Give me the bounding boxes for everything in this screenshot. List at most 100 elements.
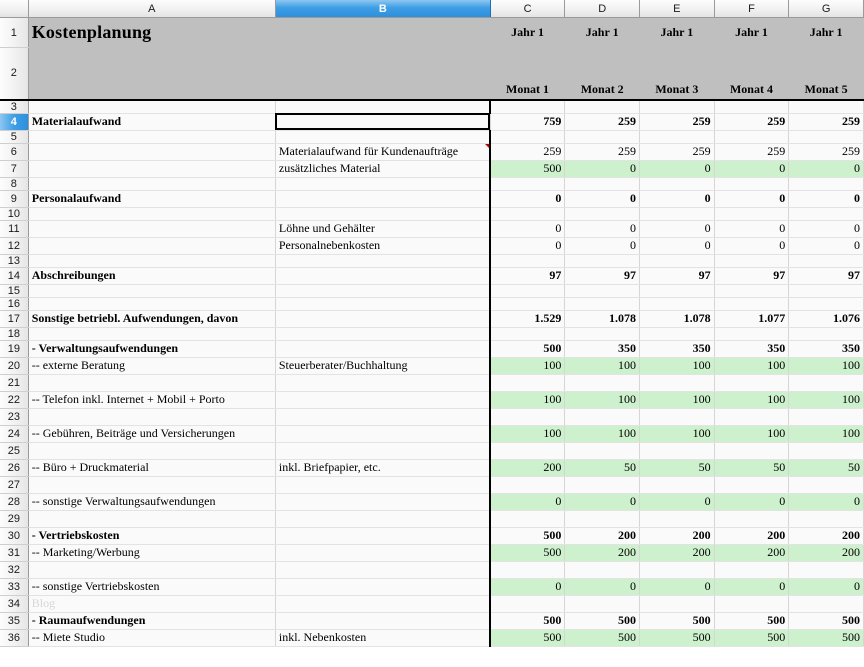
cell-C12[interactable]: 0 bbox=[490, 237, 566, 255]
cell-E3[interactable] bbox=[639, 99, 715, 114]
cell-D15[interactable] bbox=[564, 284, 641, 298]
cell-E31[interactable]: 200 bbox=[639, 544, 715, 562]
cell-B20[interactable]: Steuerberater/Buchhaltung bbox=[275, 357, 492, 375]
cell-A14-label[interactable]: Abschreibungen bbox=[28, 267, 276, 285]
cell-D28[interactable]: 0 bbox=[564, 493, 641, 511]
cell-D30[interactable]: 200 bbox=[564, 527, 641, 545]
cell-G23[interactable] bbox=[788, 408, 864, 426]
cell-A15[interactable] bbox=[28, 284, 276, 298]
cell-E5[interactable] bbox=[639, 130, 715, 144]
cell-C26[interactable]: 200 bbox=[490, 459, 566, 477]
cell-A32[interactable] bbox=[28, 561, 276, 579]
cell-F3[interactable] bbox=[714, 99, 790, 114]
cell-D18[interactable] bbox=[564, 327, 641, 341]
cell-E33[interactable]: 0 bbox=[639, 578, 715, 596]
cell-E29[interactable] bbox=[639, 510, 715, 528]
cell-B26[interactable]: inkl. Briefpapier, etc. bbox=[275, 459, 492, 477]
cell-B13[interactable] bbox=[275, 254, 492, 268]
row-header-24[interactable]: 24 bbox=[0, 425, 29, 443]
column-header-a[interactable]: A bbox=[28, 0, 276, 18]
cell-E32[interactable] bbox=[639, 561, 715, 579]
cell-D4[interactable]: 259 bbox=[564, 113, 641, 131]
cell-C13[interactable] bbox=[490, 254, 566, 268]
cell-B9[interactable] bbox=[275, 190, 492, 208]
cell-D8[interactable] bbox=[564, 177, 641, 191]
cell-C4[interactable]: 759 bbox=[490, 113, 566, 131]
cell-E28[interactable]: 0 bbox=[639, 493, 715, 511]
cell-B21[interactable] bbox=[275, 374, 492, 392]
cell-B34[interactable] bbox=[275, 595, 492, 613]
cell-D24[interactable]: 100 bbox=[564, 425, 641, 443]
spreadsheet-grid[interactable]: A B C D E F G 1 Kostenplanung Jahr 1 Jah… bbox=[0, 0, 864, 647]
column-header-c[interactable]: C bbox=[490, 0, 566, 18]
cell-C24[interactable]: 100 bbox=[490, 425, 566, 443]
cell-C9[interactable]: 0 bbox=[490, 190, 566, 208]
cell-B25[interactable] bbox=[275, 442, 492, 460]
cell-A28[interactable]: -- sonstige Verwaltungsaufwendungen bbox=[28, 493, 276, 511]
cell-D31[interactable]: 200 bbox=[564, 544, 641, 562]
cell-E21[interactable] bbox=[639, 374, 715, 392]
cell-G29[interactable] bbox=[788, 510, 864, 528]
cell-D32[interactable] bbox=[564, 561, 641, 579]
cell-B16[interactable] bbox=[275, 297, 492, 311]
cell-F16[interactable] bbox=[714, 297, 790, 311]
cell-D9[interactable]: 0 bbox=[564, 190, 641, 208]
cell-A18[interactable] bbox=[28, 327, 276, 341]
cell-F2-month[interactable]: Monat 4 bbox=[714, 47, 790, 101]
cell-B12[interactable]: Personalnebenkosten bbox=[275, 237, 492, 255]
cell-A29[interactable] bbox=[28, 510, 276, 528]
cell-D26[interactable]: 50 bbox=[564, 459, 641, 477]
cell-G34[interactable] bbox=[788, 595, 864, 613]
cell-E20[interactable]: 100 bbox=[639, 357, 715, 375]
cell-B19[interactable] bbox=[275, 340, 492, 358]
row-header-4[interactable]: 4 bbox=[0, 113, 29, 131]
cell-F1-year[interactable]: Jahr 1 bbox=[714, 17, 790, 48]
cell-G27[interactable] bbox=[788, 476, 864, 494]
cell-A12[interactable] bbox=[28, 237, 276, 255]
cell-B32[interactable] bbox=[275, 561, 492, 579]
cell-F32[interactable] bbox=[714, 561, 790, 579]
cell-C33[interactable]: 0 bbox=[490, 578, 566, 596]
cell-A4-label[interactable]: Materialaufwand bbox=[28, 113, 276, 131]
cell-B27[interactable] bbox=[275, 476, 492, 494]
cell-B6-with-comment[interactable]: Materialaufwand für Kundenaufträge bbox=[275, 143, 492, 161]
cell-B7[interactable]: zusätzliches Material bbox=[275, 160, 492, 178]
cell-B29[interactable] bbox=[275, 510, 492, 528]
cell-G21[interactable] bbox=[788, 374, 864, 392]
cell-G35[interactable]: 500 bbox=[788, 612, 864, 630]
cell-A22[interactable]: -- Telefon inkl. Internet + Mobil + Port… bbox=[28, 391, 276, 409]
cell-B2[interactable] bbox=[275, 47, 491, 101]
cell-D23[interactable] bbox=[564, 408, 641, 426]
row-header-26[interactable]: 26 bbox=[0, 459, 29, 477]
cell-G4[interactable]: 259 bbox=[788, 113, 864, 131]
cell-B8[interactable] bbox=[275, 177, 492, 191]
cell-C32[interactable] bbox=[490, 561, 566, 579]
row-header-6[interactable]: 6 bbox=[0, 143, 29, 161]
cell-E10[interactable] bbox=[639, 207, 715, 221]
cell-B17[interactable] bbox=[275, 310, 492, 328]
row-header-9[interactable]: 9 bbox=[0, 190, 29, 208]
row-header-14[interactable]: 14 bbox=[0, 267, 29, 285]
row-header-13[interactable]: 13 bbox=[0, 254, 29, 268]
cell-F4[interactable]: 259 bbox=[714, 113, 790, 131]
cell-G24[interactable]: 100 bbox=[788, 425, 864, 443]
cell-D36[interactable]: 500 bbox=[564, 629, 641, 647]
row-header-19[interactable]: 19 bbox=[0, 340, 29, 358]
cell-A2[interactable] bbox=[28, 47, 276, 101]
cell-D1-year[interactable]: Jahr 1 bbox=[564, 17, 641, 48]
row-header-10[interactable]: 10 bbox=[0, 207, 29, 221]
cell-B3[interactable] bbox=[275, 99, 492, 114]
cell-C8[interactable] bbox=[490, 177, 566, 191]
cell-F12[interactable]: 0 bbox=[714, 237, 790, 255]
cell-B31[interactable] bbox=[275, 544, 492, 562]
row-header-15[interactable]: 15 bbox=[0, 284, 29, 298]
cell-E26[interactable]: 50 bbox=[639, 459, 715, 477]
cell-C11[interactable]: 0 bbox=[490, 220, 566, 238]
cell-C16[interactable] bbox=[490, 297, 566, 311]
cell-G17[interactable]: 1.076 bbox=[788, 310, 864, 328]
cell-E27[interactable] bbox=[639, 476, 715, 494]
cell-C2-month[interactable]: Monat 1 bbox=[490, 47, 566, 101]
cell-F7[interactable]: 0 bbox=[714, 160, 790, 178]
row-header-33[interactable]: 33 bbox=[0, 578, 29, 596]
cell-F13[interactable] bbox=[714, 254, 790, 268]
